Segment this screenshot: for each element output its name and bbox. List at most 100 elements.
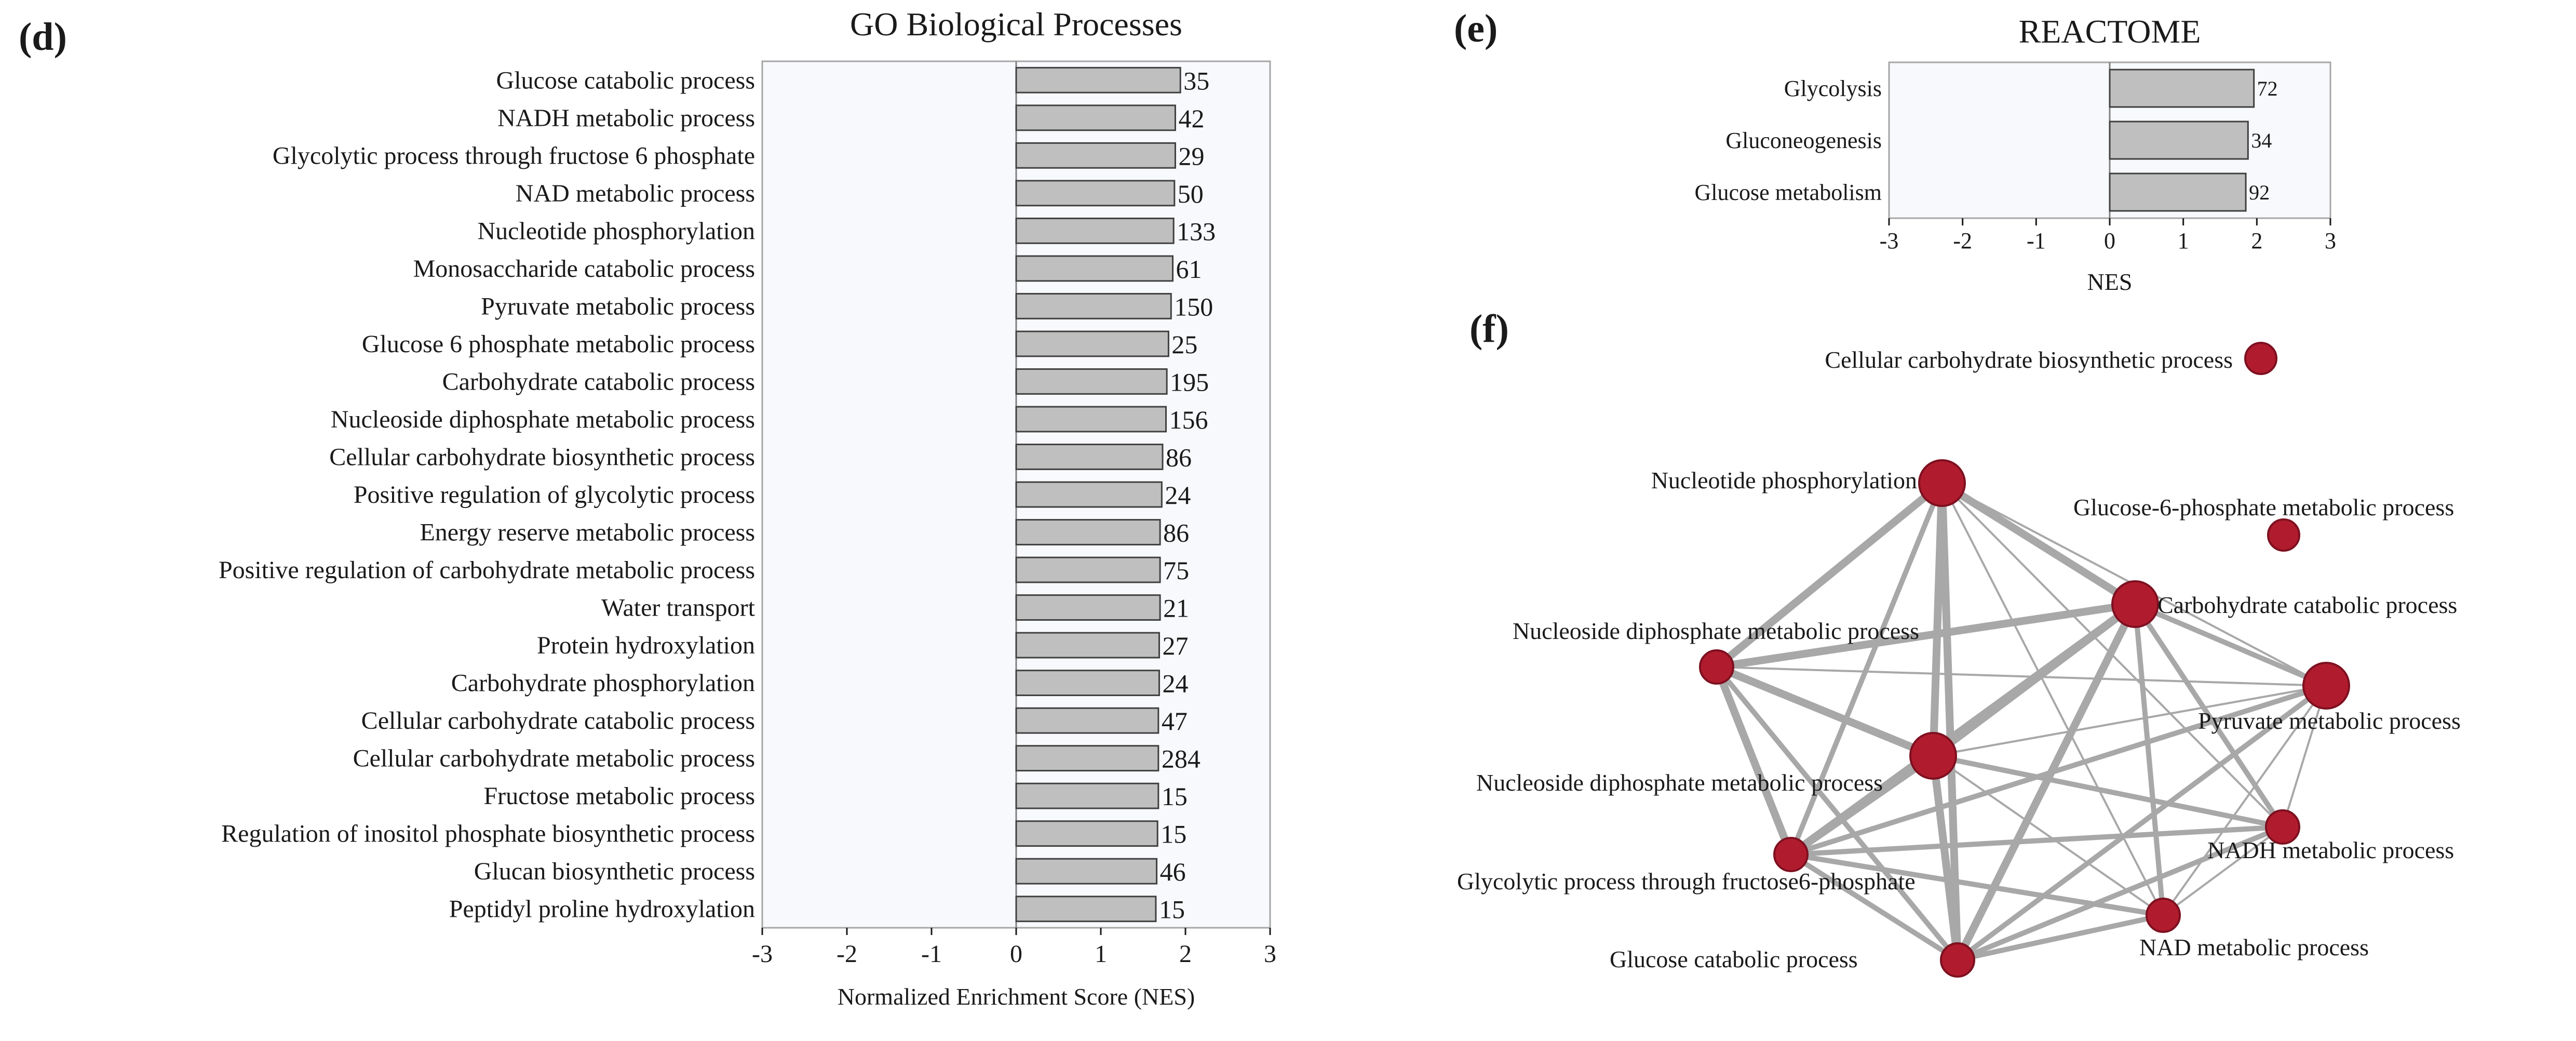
d-bar: [1015, 330, 1169, 357]
network-edge: [1955, 824, 2285, 963]
d-category-label: Nucleoside diphosphate metabolic process: [331, 406, 755, 433]
d-bar-value-label: 25: [1171, 330, 1197, 359]
d-bar-value-label: 27: [1162, 631, 1188, 660]
network-edge: [1714, 664, 1960, 963]
d-bar-value-label: 29: [1178, 141, 1204, 170]
d-category-label: Protein hydroxylation: [537, 632, 755, 659]
network-edge: [1712, 663, 1795, 859]
d-category-label: Pyruvate metabolic process: [481, 292, 755, 320]
network-edge: [1716, 603, 2136, 668]
e-tick-label: -2: [1953, 228, 1972, 253]
d-bar: [1015, 255, 1174, 282]
d-category-label: Glycolytic process through fructose 6 ph…: [273, 142, 755, 169]
network-edge: [1932, 685, 2327, 757]
d-bar-value-label: 15: [1162, 782, 1188, 811]
d-category-label: Positive regulation of carbohydrate meta…: [219, 556, 755, 584]
network-node-label: Nucleotide phosphorylation: [1651, 467, 1917, 493]
network-edge: [1712, 663, 1937, 760]
d-bar: [1015, 292, 1172, 319]
network-edge: [1787, 752, 1937, 859]
go-chart-title: GO Biological Processes: [850, 6, 1182, 43]
network-edge: [1788, 824, 2285, 857]
d-category-label: Water transport: [601, 594, 756, 622]
network-node-label: Pyruvate metabolic process: [2198, 708, 2461, 734]
panel-letter-f: (f): [1469, 307, 1509, 351]
d-bar-value-label: 86: [1166, 443, 1192, 472]
network-edge: [1788, 683, 2329, 857]
d-bar-value-label: 61: [1176, 255, 1202, 284]
network-node-label: Glycolytic process through fructose6-pho…: [1457, 868, 1916, 895]
d-tick-label: 1: [1095, 940, 1107, 968]
d-category-label: Regulation of inositol phosphate biosynt…: [221, 820, 755, 848]
e-category-label: Gluconeogenesis: [1725, 128, 1882, 153]
d-bar: [1015, 820, 1158, 847]
d-bar-value-label: 15: [1159, 895, 1185, 924]
d-bar: [1015, 217, 1175, 244]
d-tick-label: -1: [921, 940, 942, 968]
e-category-label: Glucose metabolism: [1695, 180, 1882, 205]
d-category-label: Positive regulation of glycolytic proces…: [354, 481, 755, 509]
reactome-x-axis-label: NES: [2087, 269, 2133, 295]
panel-letter-e: (e): [1454, 7, 1498, 50]
network-edge: [1788, 852, 2166, 918]
d-category-label: NADH metabolic process: [497, 104, 755, 132]
d-bar-value-label: 284: [1162, 744, 1201, 773]
reactome-chart-title: REACTOME: [2019, 13, 2201, 50]
network-node-cc: [2111, 580, 2159, 628]
network-edge: [1929, 752, 1962, 964]
d-bar-value-label: 47: [1162, 706, 1188, 736]
d-bar-value-label: 150: [1174, 292, 1213, 321]
network-node-gc: [1940, 942, 1975, 978]
d-bar-value-label: 24: [1162, 669, 1188, 698]
network-edge: [2162, 826, 2284, 916]
d-tick-label: 0: [1010, 940, 1022, 968]
network-edge: [2133, 602, 2285, 830]
d-bar-value-label: 50: [1178, 179, 1204, 208]
d-category-label: Nucleotide phosphorylation: [477, 217, 755, 245]
d-bar: [1015, 858, 1158, 885]
d-category-label: Glucose 6 phosphate metabolic process: [362, 330, 755, 358]
network-node-nd1: [1699, 649, 1734, 685]
d-bar: [1015, 745, 1159, 772]
network-edge: [2133, 602, 2329, 688]
d-bar: [1015, 406, 1167, 433]
e-tick-label: -1: [2027, 228, 2046, 253]
network-node-label: Nucleoside diphosphate metabolic process: [1513, 618, 1919, 644]
e-bar-value-label: 34: [2251, 129, 2272, 152]
d-category-label: Cellular carbohydrate catabolic process: [361, 707, 755, 735]
network-node-label: NADH metabolic process: [2207, 837, 2454, 863]
network-edge: [1955, 913, 2166, 963]
d-tick-label: -2: [837, 940, 857, 968]
e-tick-label: -3: [1880, 228, 1899, 253]
network-edge: [1712, 479, 1946, 671]
d-category-label: Glucan biosynthetic process: [474, 858, 755, 885]
network-node-nd2: [1909, 732, 1957, 780]
e-bar: [2109, 121, 2249, 160]
d-bar: [1015, 104, 1176, 131]
network-node-ccb: [2244, 342, 2277, 375]
d-category-label: Energy reserve metabolic process: [420, 519, 755, 546]
network-edge: [2133, 602, 2166, 918]
e-bar: [2109, 172, 2247, 212]
d-bar-value-label: 195: [1170, 367, 1209, 396]
d-bar-value-label: 46: [1160, 857, 1186, 886]
network-edge: [1788, 852, 1960, 963]
network-node-nadh: [2265, 809, 2300, 845]
e-category-label: Glycolysis: [1784, 76, 1882, 101]
d-bar-value-label: 42: [1178, 104, 1204, 133]
d-category-label: Glucose catabolic process: [496, 66, 755, 94]
network-edge: [1955, 683, 2329, 963]
d-bar-value-label: 24: [1165, 481, 1191, 510]
d-bar-value-label: 15: [1161, 820, 1186, 849]
d-bar-value-label: 86: [1163, 518, 1189, 548]
d-bar: [1015, 368, 1168, 395]
network-node-label: Cellular carbohydrate biosynthetic proce…: [1825, 346, 2233, 373]
e-bar: [2109, 69, 2255, 108]
network-edge: [1938, 479, 2139, 608]
d-bar: [1015, 782, 1159, 809]
d-bar-value-label: 21: [1163, 594, 1189, 623]
d-bar: [1015, 896, 1157, 923]
d-bar: [1015, 481, 1163, 508]
d-bar: [1015, 66, 1181, 94]
